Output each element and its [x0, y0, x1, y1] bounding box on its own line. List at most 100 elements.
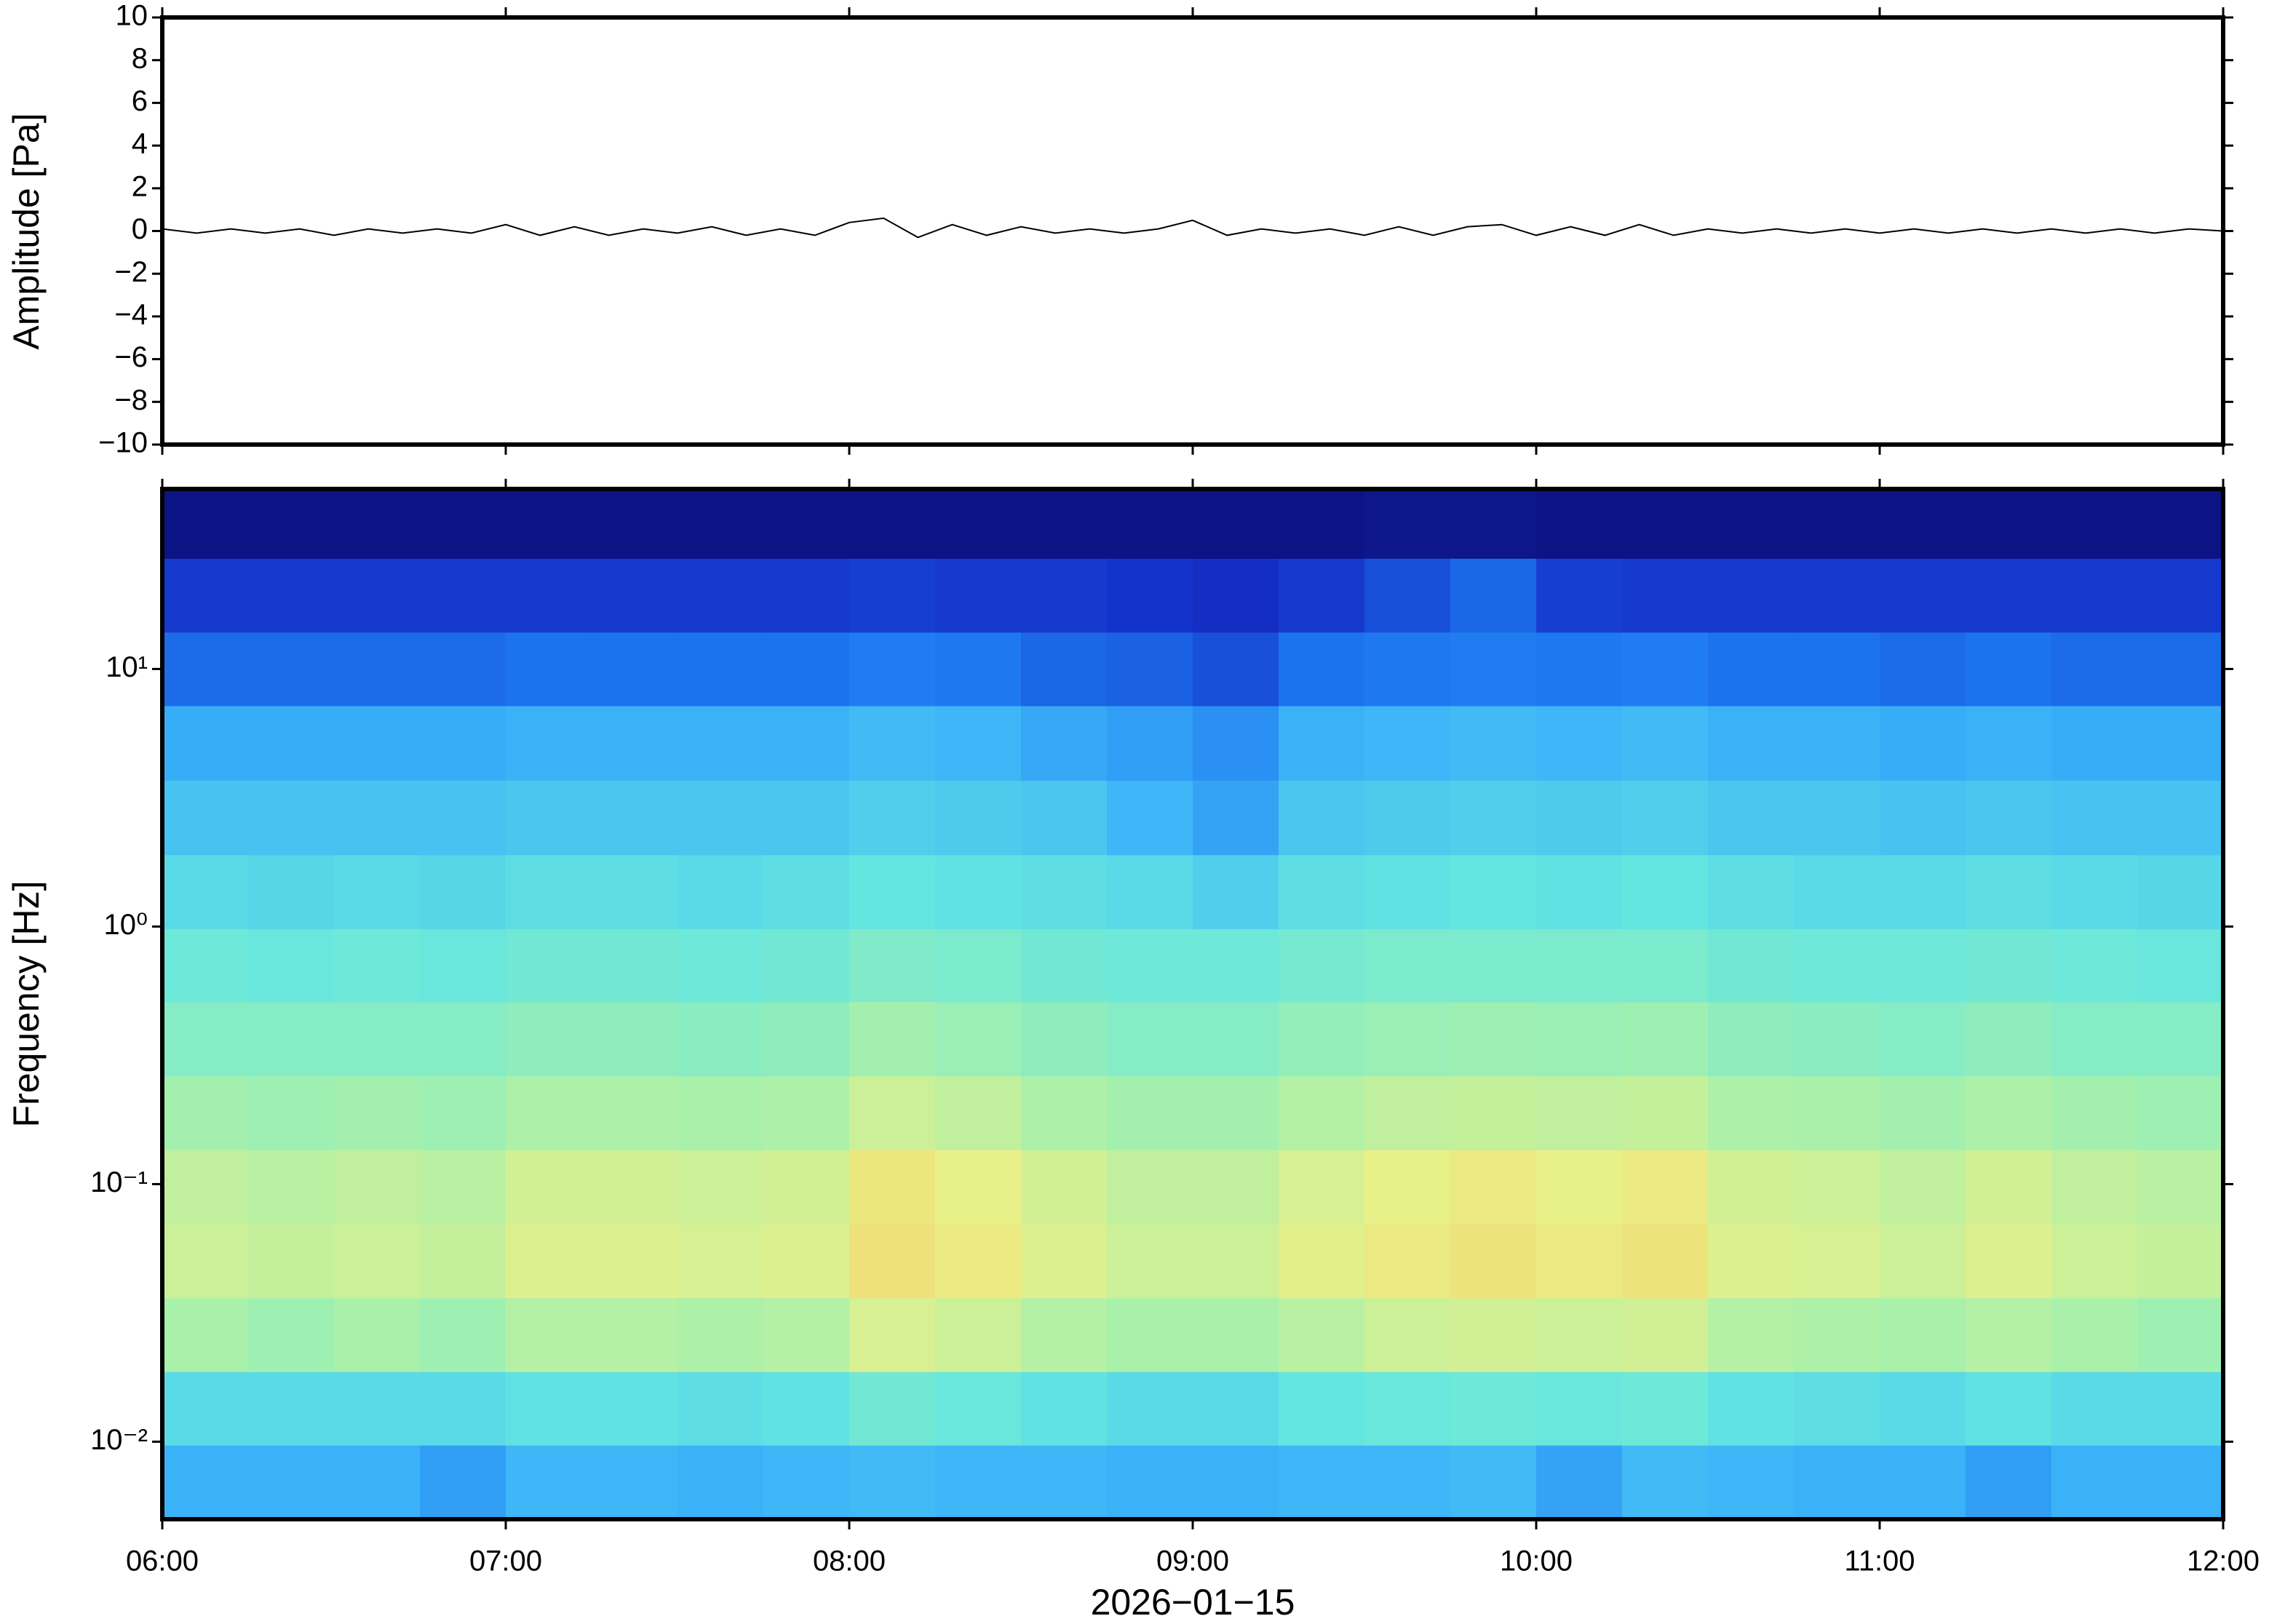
spectrogram-cell [2051, 558, 2138, 633]
y-tick-label: 10¹ [106, 651, 148, 683]
spectrogram-cell [849, 928, 936, 1003]
spectrogram-cell [334, 705, 421, 781]
spectrogram-cell [1021, 1075, 1108, 1150]
y-tick-label: 6 [132, 85, 148, 117]
spectrogram-cell [162, 1150, 249, 1225]
spectrogram-cell [1794, 1224, 1880, 1299]
spectrogram-cell [1279, 1150, 1365, 1225]
spectrogram-cell [334, 1372, 421, 1446]
spectrogram-cell [248, 1075, 335, 1150]
spectrogram-cell [162, 928, 249, 1003]
spectrogram-cell [763, 928, 850, 1003]
spectrogram-cell [1966, 558, 2052, 633]
spectrogram-cell [420, 489, 506, 559]
spectrogram-cell [1107, 632, 1193, 706]
spectrogram-cell [849, 1224, 936, 1299]
spectrogram-cell [1279, 1372, 1365, 1446]
spectrogram-cell [248, 1224, 335, 1299]
spectrogram-cell [1966, 1445, 2052, 1520]
spectrogram-cell [592, 780, 678, 856]
spectrogram-cell [1107, 1150, 1193, 1225]
spectrogram-cell [1107, 558, 1193, 633]
spectrogram-cell [334, 1001, 421, 1077]
spectrogram-cell [1021, 705, 1108, 781]
spectrogram-cell [1794, 705, 1880, 781]
spectrogram-cell [849, 780, 936, 856]
spectrogram-cell [420, 1150, 506, 1225]
spectrogram-cell [1107, 489, 1193, 559]
spectrogram-cell [1193, 1297, 1279, 1372]
spectrogram-cell [1364, 1445, 1451, 1520]
spectrogram-cell [334, 1224, 421, 1299]
spectrogram-cell [1536, 780, 1623, 856]
spectrogram-cell [1021, 854, 1108, 930]
spectrogram-cell [162, 1075, 249, 1150]
spectrogram-cell [2137, 558, 2224, 633]
spectrogram-cell [1536, 489, 1623, 559]
spectrogram-cell [506, 632, 592, 706]
spectrogram-cell [935, 1372, 1022, 1446]
spectrogram-cell [2137, 489, 2224, 559]
spectrogram-cell [248, 632, 335, 706]
spectrogram-cell [677, 1224, 764, 1299]
spectrogram-cell [592, 705, 678, 781]
spectrogram-cell [763, 1297, 850, 1372]
spectrogram-cell [506, 1075, 592, 1150]
spectrogram-cell [1708, 558, 1795, 633]
spectrogram-cell [162, 632, 249, 706]
spectrogram-cell [677, 1150, 764, 1225]
spectrogram-cell [1966, 854, 2052, 930]
spectrogram-cell [162, 1001, 249, 1077]
spectrogram-cell [1279, 489, 1365, 559]
spectrogram-cell [1536, 1150, 1623, 1225]
spectrogram-cell [1450, 632, 1537, 706]
spectrogram-cell [592, 1372, 678, 1446]
spectrogram-cell [677, 1075, 764, 1150]
spectrogram-cell [1279, 705, 1365, 781]
spectrogram-cell [506, 1224, 592, 1299]
spectrogram-cell [1107, 1001, 1193, 1077]
spectrogram-cell [1450, 1372, 1537, 1446]
spectrogram-cell [1450, 489, 1537, 559]
spectrogram-cell [1708, 928, 1795, 1003]
spectrogram-cell [592, 1297, 678, 1372]
spectrogram-cell [592, 1445, 678, 1520]
spectrogram-cell [677, 1297, 764, 1372]
spectrogram-cell [763, 705, 850, 781]
spectrogram-cell [334, 489, 421, 559]
spectrogram-cell [1279, 558, 1365, 633]
spectrogram-cell [1622, 780, 1709, 856]
spectrogram-cell [1279, 1224, 1365, 1299]
spectrogram-cell [1794, 1372, 1880, 1446]
spectrogram-cell [1880, 558, 1966, 633]
spectrogram-cell [1708, 489, 1795, 559]
spectrogram-cell [1622, 1150, 1709, 1225]
spectrogram-cell [935, 780, 1022, 856]
spectrogram-cell [849, 558, 936, 633]
spectrogram-cell [506, 780, 592, 856]
y-tick-label: 10 [116, 0, 148, 32]
spectrogram-cell [2051, 705, 2138, 781]
spectrogram-cell [334, 558, 421, 633]
spectrogram-cell [1966, 1224, 2052, 1299]
spectrogram-cell [1794, 489, 1880, 559]
spectrogram-cell [2051, 1297, 2138, 1372]
spectrogram-cell [935, 1150, 1022, 1225]
spectrogram-cell [2051, 1001, 2138, 1077]
spectrogram-cell [1880, 1001, 1966, 1077]
spectrogram-cell [1021, 1297, 1108, 1372]
spectrogram-cell [935, 1001, 1022, 1077]
spectrogram-cell [1021, 558, 1108, 633]
spectrogram-cell [2137, 780, 2224, 856]
spectrogram-cell [248, 489, 335, 559]
spectrogram-cell [592, 928, 678, 1003]
spectrogram-cell [763, 1372, 850, 1446]
spectrogram-cell [1622, 1075, 1709, 1150]
spectrogram-cell [849, 632, 936, 706]
spectrogram-cell [935, 1224, 1022, 1299]
spectrogram-cell [935, 558, 1022, 633]
spectrogram-cell [1364, 1224, 1451, 1299]
spectrogram-cell [1279, 1297, 1365, 1372]
spectrogram-cell [506, 705, 592, 781]
